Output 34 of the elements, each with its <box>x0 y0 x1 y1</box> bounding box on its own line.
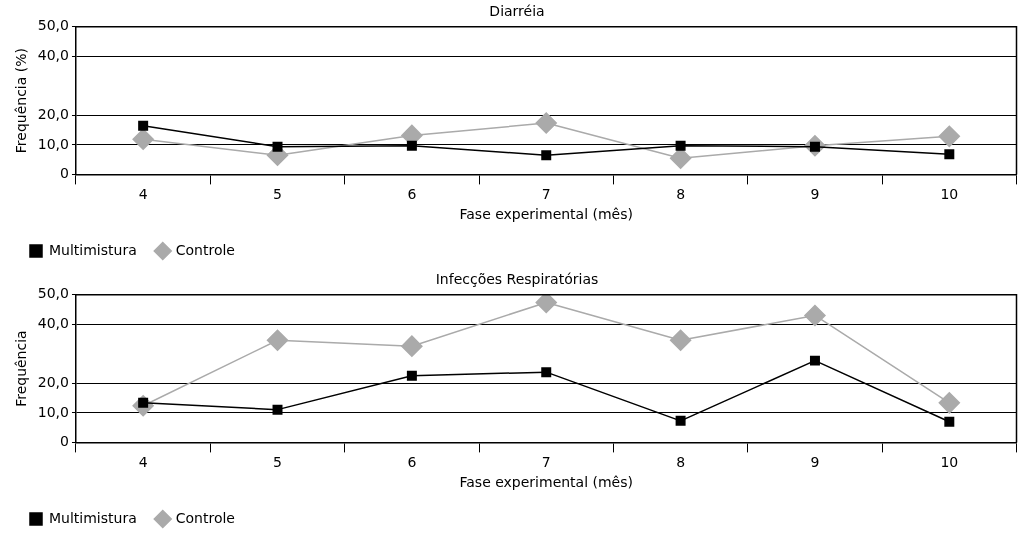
y-tick-label: 0 <box>60 433 69 450</box>
x-tick-label: 9 <box>810 454 820 471</box>
x-tick-label: 4 <box>138 186 148 203</box>
y-tick-label: 50,0 <box>37 285 69 302</box>
x-tick-label: 7 <box>541 186 551 203</box>
x-tick-label: 7 <box>541 454 551 471</box>
x-axis-title: Fase experimental (mês) <box>459 206 633 223</box>
x-tick-label: 10 <box>940 186 959 203</box>
x-axis-title: Fase experimental (mês) <box>459 474 633 491</box>
x-tick-label: 6 <box>407 186 417 203</box>
y-tick-label: 20,0 <box>37 106 69 122</box>
y-tick-label: 10,0 <box>37 135 69 152</box>
legend-label: Controle <box>175 509 235 526</box>
y-tick-label: 50,0 <box>37 17 69 34</box>
x-tick-label: 10 <box>940 454 959 471</box>
chart-title: Diarréia <box>489 3 545 20</box>
x-tick-label: 4 <box>138 454 148 471</box>
y-tick-label: 40,0 <box>37 46 69 63</box>
legend-label: Controle <box>175 241 235 258</box>
x-tick-label: 8 <box>676 454 686 471</box>
x-tick-label: 6 <box>407 454 417 471</box>
y-axis-title: Frequência <box>13 330 30 407</box>
y-tick-label: 40,0 <box>37 314 69 331</box>
x-tick-label: 8 <box>676 186 686 203</box>
y-tick-label: 20,0 <box>37 374 69 390</box>
legend-label: Multimistura <box>49 509 137 526</box>
y-tick-label: 0 <box>60 165 69 182</box>
x-tick-label: 9 <box>810 186 820 203</box>
legend-label: Multimistura <box>49 241 137 258</box>
chart-title: Infecções Respiratórias <box>435 271 599 288</box>
y-axis-title: Frequência (%) <box>13 48 30 154</box>
y-tick-label: 10,0 <box>37 403 69 420</box>
x-tick-label: 5 <box>273 454 282 471</box>
x-tick-label: 5 <box>273 186 282 203</box>
